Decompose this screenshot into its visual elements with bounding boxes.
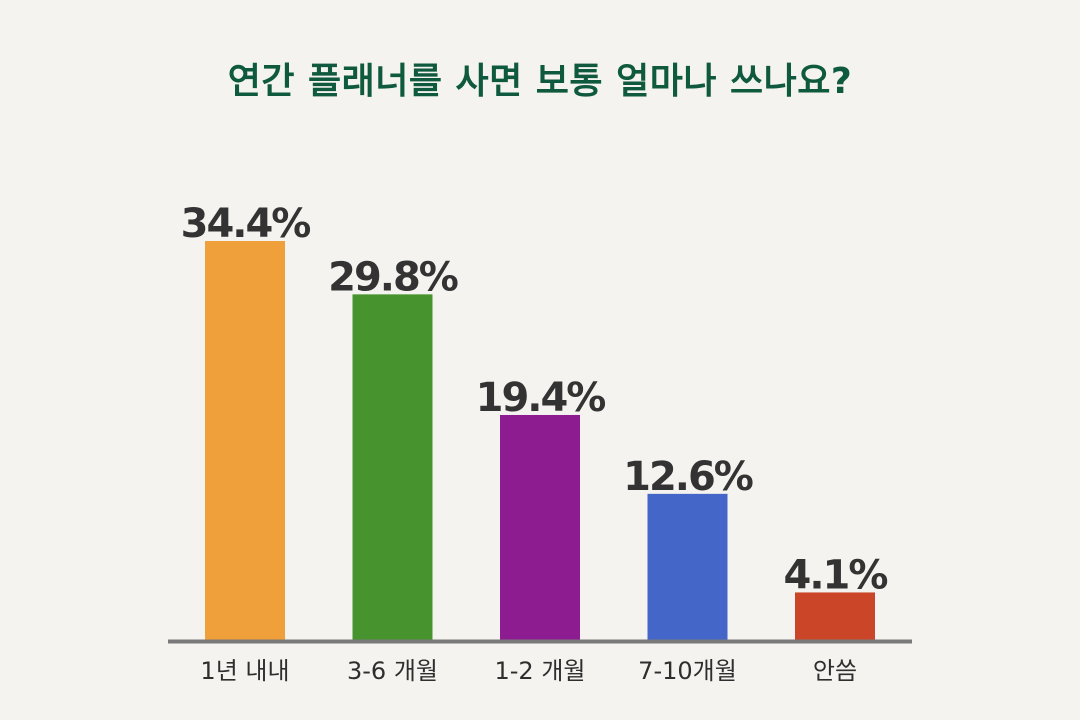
value-label-4: 12.6%: [623, 454, 753, 500]
bar-3: [500, 414, 580, 640]
value-labels-group: 34.4% 29.8% 19.4% 12.6% 4.1%: [181, 201, 890, 598]
value-label-3: 19.4%: [476, 375, 606, 421]
category-label-3: 1-2 개월: [495, 657, 586, 685]
bar-4: [647, 493, 728, 640]
category-label-5: 안씀: [813, 657, 857, 685]
bar-5: [795, 592, 875, 640]
chart-title: 연간 플래너를 사면 보통 얼마나 쓰나요?: [227, 61, 853, 102]
category-label-1: 1년 내내: [200, 657, 289, 685]
value-label-1: 34.4%: [181, 201, 311, 247]
value-label-2: 29.8%: [328, 254, 458, 300]
category-labels-group: 1년 내내 3-6 개월 1-2 개월 7-10개월 안씀: [200, 657, 857, 685]
category-label-4: 7-10개월: [638, 657, 737, 685]
value-label-5: 4.1%: [784, 552, 888, 598]
bar-2: [352, 294, 433, 640]
category-label-2: 3-6 개월: [347, 657, 438, 685]
bars-group: [205, 241, 875, 640]
bar-1: [205, 241, 285, 640]
